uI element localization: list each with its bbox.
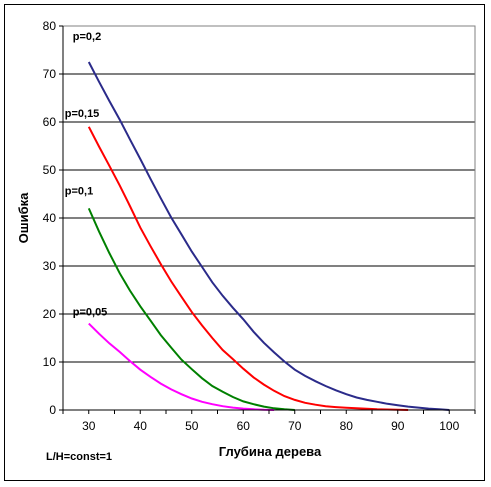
series-line-2 <box>87 207 295 411</box>
x-axis-title: Глубина дерева <box>219 444 322 459</box>
y-axis-title: Ошибка <box>16 192 31 243</box>
annotation-lh-const: L/H=const=1 <box>46 451 112 463</box>
series-label-2: p=0,1 <box>65 185 93 197</box>
grid-lines <box>63 73 475 363</box>
series-line-0 <box>87 61 450 411</box>
y-tick-label-50: 50 <box>43 163 57 177</box>
y-tick-label-60: 60 <box>43 115 57 129</box>
series-label-1: p=0,15 <box>65 108 100 120</box>
series-line-3 <box>88 322 275 411</box>
x-tick-label-30: 30 <box>82 419 96 433</box>
axes: 0 10 20 30 40 50 60 70 80 30 40 50 60 70 80 90 100 <box>43 19 476 433</box>
series-label-0: p=0,2 <box>73 31 101 43</box>
x-tick-label-100: 100 <box>439 419 459 433</box>
y-tick-label-70: 70 <box>43 67 57 81</box>
x-tick-label-80: 80 <box>340 419 354 433</box>
y-tick-label-10: 10 <box>43 355 57 369</box>
x-tick-label-90: 90 <box>391 419 405 433</box>
y-tick-label-30: 30 <box>43 259 57 273</box>
series-labels: p=0,2 p=0,15 p=0,1 p=0,05 <box>65 31 108 319</box>
series-lines <box>87 61 450 411</box>
x-tick-label-70: 70 <box>288 419 302 433</box>
series-label-3: p=0,05 <box>73 307 108 319</box>
x-tick-label-50: 50 <box>185 419 199 433</box>
series-line-1 <box>87 126 409 411</box>
x-tick-label-40: 40 <box>134 419 148 433</box>
y-tick-label-0: 0 <box>49 403 56 417</box>
y-tick-label-40: 40 <box>43 211 57 225</box>
y-tick-label-80: 80 <box>43 19 57 33</box>
y-tick-label-20: 20 <box>43 307 57 321</box>
x-tick-label-60: 60 <box>237 419 251 433</box>
